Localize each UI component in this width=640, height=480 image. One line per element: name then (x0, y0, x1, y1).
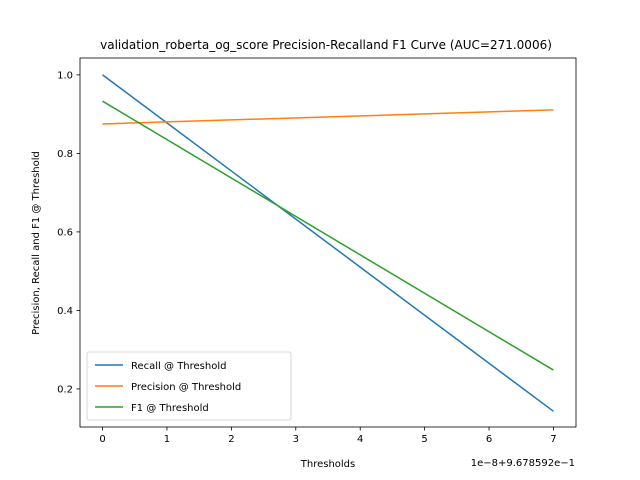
y-tick-label: 0.6 (57, 227, 73, 238)
x-tick-label: 2 (228, 434, 234, 445)
x-axis-label: Thresholds (300, 459, 356, 470)
y-tick-label: 1.0 (57, 70, 73, 81)
x-tick-label: 4 (357, 434, 363, 445)
y-axis-ticks: 0.2 0.4 0.6 0.8 1.0 (57, 70, 80, 395)
x-tick-label: 0 (99, 434, 105, 445)
series-line-0 (102, 74, 554, 412)
y-tick-label: 0.2 (57, 384, 73, 395)
y-tick-label: 0.4 (57, 306, 73, 317)
x-tick-label: 1 (164, 434, 170, 445)
y-tick-label: 0.8 (57, 149, 73, 160)
y-axis-label: Precision, Recall and F1 @ Threshold (31, 151, 42, 335)
x-tick-label: 5 (421, 434, 427, 445)
x-tick-label: 3 (293, 434, 299, 445)
legend: Recall @ Threshold Precision @ Threshold F… (86, 351, 292, 421)
plot-frame (79, 57, 577, 428)
series-line-2 (102, 100, 554, 371)
legend-entry: Recall @ Threshold (131, 361, 226, 372)
x-tick-label: 7 (550, 434, 556, 445)
x-tick-label: 6 (486, 434, 492, 445)
x-axis-offset-label: 1e−8+9.678592e−1 (471, 458, 575, 469)
series-line-1 (102, 109, 554, 125)
legend-box (86, 351, 292, 421)
x-axis-ticks: 0 1 2 3 4 5 6 7 (99, 427, 557, 445)
legend-entry: Precision @ Threshold (131, 382, 241, 393)
legend-entry: F1 @ Threshold (131, 403, 209, 414)
series-lines (102, 74, 554, 412)
chart-title: validation_roberta_og_score Precision-Re… (100, 38, 552, 52)
